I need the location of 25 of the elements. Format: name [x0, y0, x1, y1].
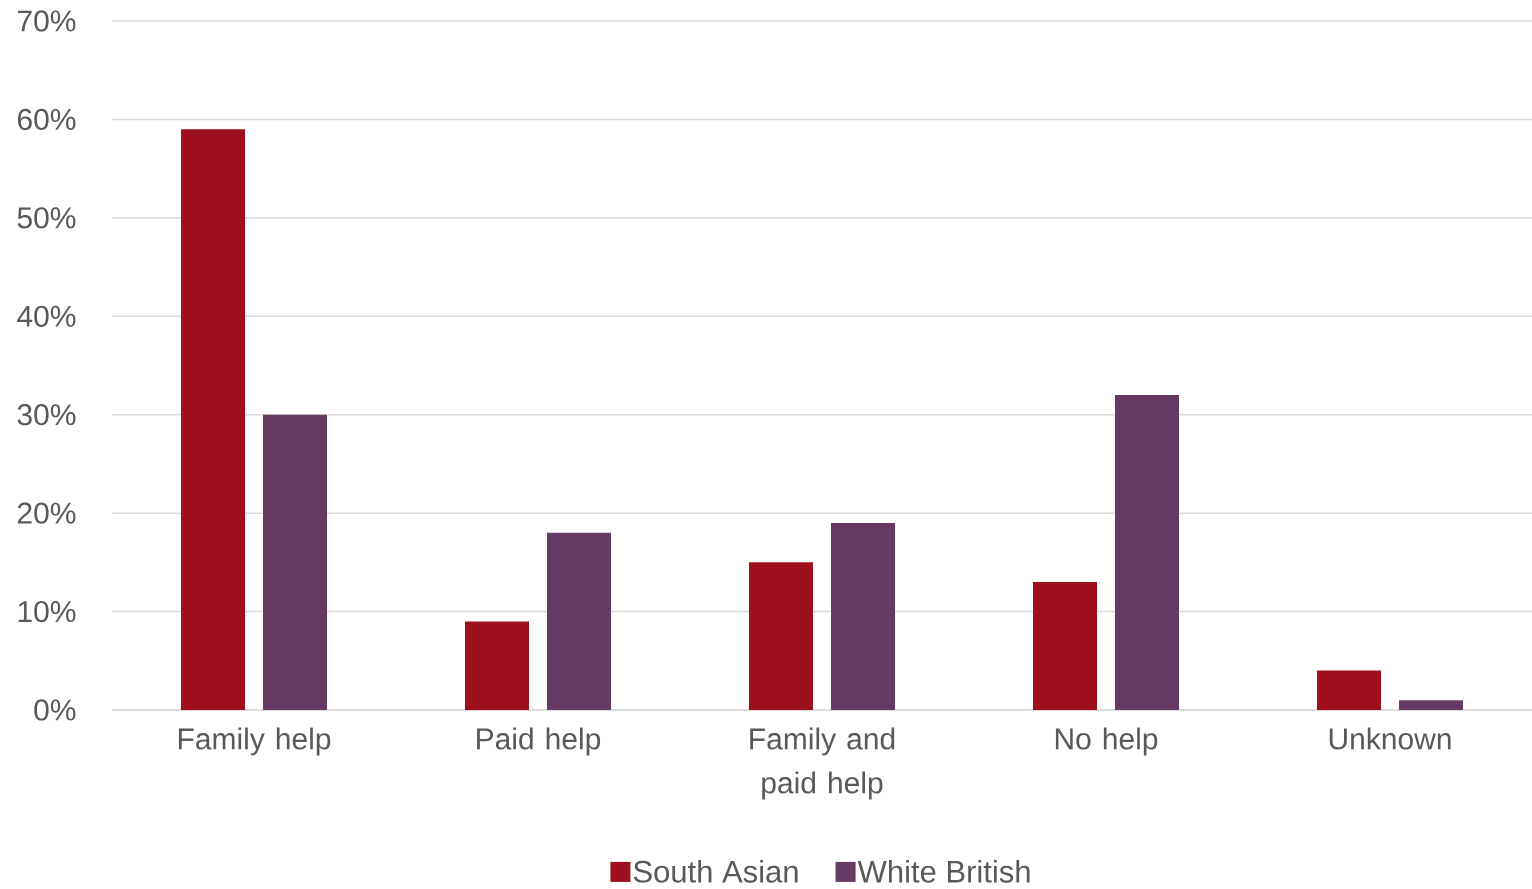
x-tick-label: No help: [1055, 727, 1158, 756]
x-tick-label: Family help: [178, 727, 331, 756]
bar: [831, 522, 895, 710]
bar: [547, 532, 611, 710]
legend-label: South Asian: [633, 859, 798, 883]
y-tick-label: 0%: [34, 699, 76, 721]
bar: [1032, 582, 1097, 710]
y-tick-label: 10%: [18, 600, 76, 623]
y-tick-label: 40%: [17, 305, 76, 327]
bar: [1316, 670, 1381, 710]
y-tick-label: 20%: [17, 502, 76, 524]
x-tick-label: Unknown: [1329, 727, 1451, 750]
bar: [749, 562, 813, 710]
y-tick-label: 60%: [17, 108, 76, 131]
bar: [1398, 700, 1463, 710]
bar: [181, 129, 246, 710]
bar: [465, 621, 529, 710]
x-tick-label: Family and paid help: [750, 727, 895, 800]
bar: [263, 414, 328, 710]
x-tick-label: Paid help: [477, 727, 601, 756]
y-tick-label: 70%: [17, 10, 76, 32]
bar: [1114, 395, 1179, 710]
y-tick-label: 50%: [17, 207, 76, 229]
y-tick-label: 30%: [17, 404, 76, 426]
legend-label: White British: [857, 859, 1030, 883]
